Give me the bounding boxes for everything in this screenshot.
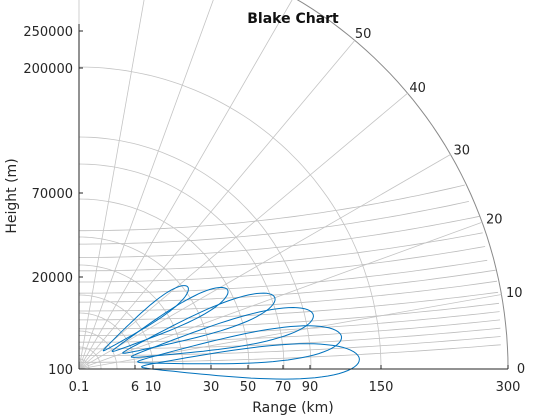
height-gridline [79, 344, 501, 363]
range-arc [78, 163, 285, 370]
angle-spoke [78, 0, 214, 370]
chart-title: Blake Chart [247, 11, 339, 27]
range-arc [78, 66, 382, 370]
range-arc [79, 358, 90, 369]
height-gridline [79, 201, 469, 245]
angle-label: 0 [517, 362, 525, 377]
angle-spoke [78, 92, 408, 370]
range-arc [79, 264, 184, 369]
x-tick-label: 10 [145, 380, 162, 395]
x-tick-label: 50 [240, 380, 257, 395]
height-gridline [79, 269, 496, 303]
angle-spoke [78, 40, 356, 370]
range-arc [78, 136, 312, 370]
range-arc [79, 330, 118, 369]
angle-label: 10 [506, 286, 523, 301]
height-gridline [79, 291, 499, 321]
x-tick-label: 30 [203, 380, 220, 395]
height-gridline [78, 259, 488, 294]
angle-label: 20 [486, 213, 503, 228]
x-tick-label: 0.1 [69, 380, 90, 395]
range-arc [79, 294, 154, 369]
coverage-lobe [130, 306, 314, 358]
angle-label: 30 [454, 144, 471, 159]
range-arc [79, 312, 136, 369]
angle-label: 50 [355, 27, 372, 42]
y-axis-label: Height (m) [4, 158, 20, 233]
angle-spoke [78, 154, 451, 370]
x-tick-label: 90 [302, 380, 319, 395]
grid [78, 0, 509, 370]
angle-spoke [78, 0, 293, 370]
range-arc [78, 198, 250, 370]
y-tick-label: 20000 [32, 271, 73, 286]
x-tick-label: 70 [275, 380, 292, 395]
coverage-lobe [111, 286, 229, 353]
coverage-lobe [122, 292, 276, 354]
x-tick-label: 300 [496, 380, 521, 395]
range-arc [296, 0, 509, 370]
height-gridline [79, 246, 486, 283]
axes [78, 24, 508, 370]
tick-labels: 01020304050607080900.1610305070901503002… [23, 25, 525, 395]
height-gridline [79, 311, 500, 336]
height-gridline [79, 184, 465, 232]
coverage-lobe [140, 343, 360, 380]
height-gridline [78, 215, 480, 258]
angle-spoke [78, 221, 483, 370]
angle-spoke [78, 0, 145, 370]
height-gridline [79, 319, 501, 343]
x-tick-label: 150 [369, 380, 394, 395]
angle-label: 40 [409, 81, 426, 96]
height-gridline [79, 336, 501, 356]
x-tick-label: 6 [131, 380, 139, 395]
coverage-lobe [102, 285, 189, 352]
x-axis-label: Range (km) [252, 400, 334, 416]
height-gridline [79, 232, 483, 272]
y-tick-label: 70000 [32, 187, 73, 202]
y-tick-label: 200000 [23, 62, 73, 77]
y-tick-label: 250000 [23, 25, 73, 40]
coverage-lobe [136, 325, 343, 365]
y-tick-label: 100 [48, 363, 73, 378]
range-arc [79, 346, 102, 369]
coverage-lobes [102, 285, 360, 380]
